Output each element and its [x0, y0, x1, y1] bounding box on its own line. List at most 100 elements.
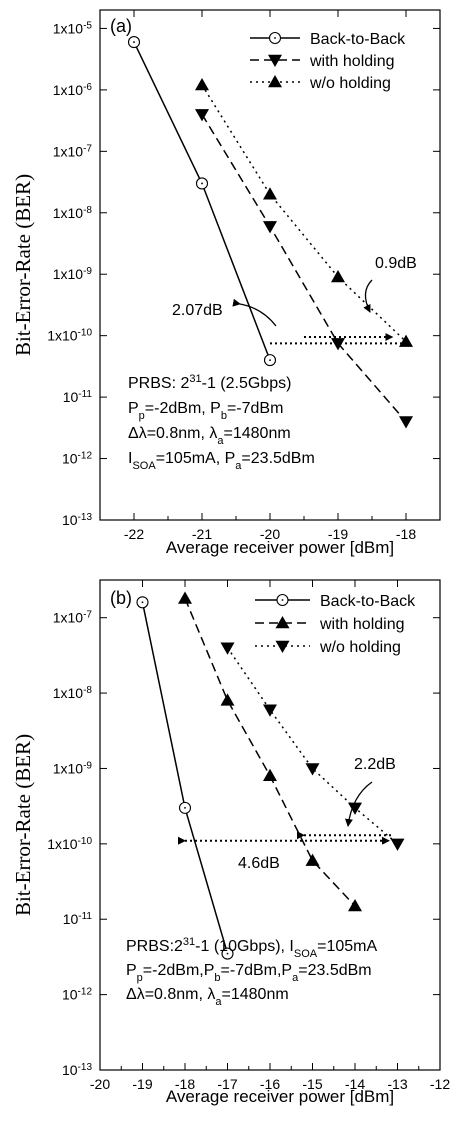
x-tick-label: -16	[260, 1076, 280, 1092]
data-point-with-holding	[220, 693, 235, 706]
data-point-back-to-back-dot	[141, 601, 144, 604]
info-text-line-part: SOA	[294, 948, 318, 960]
legend-label: with holding	[319, 616, 405, 633]
y-tick-label: 1x10-6	[53, 81, 93, 98]
x-tick-label: -18	[396, 526, 416, 542]
y-tick-base: 1x10	[53, 685, 84, 701]
data-point-back-to-back-dot	[184, 806, 186, 809]
annotation-label: 0.9dB	[375, 255, 417, 272]
y-tick-exp: -10	[78, 327, 93, 338]
y-tick-exp: -7	[83, 143, 92, 154]
info-text-line-part: p	[139, 410, 145, 422]
annotation-label: 2.2dB	[354, 756, 396, 773]
legend-label: w/o holding	[319, 639, 401, 656]
data-point-w-o-holding	[195, 78, 209, 91]
y-tick-base: 10	[63, 911, 79, 927]
info-text-line-part: a	[235, 460, 242, 472]
y-tick-label: 1x10-5	[53, 20, 93, 37]
info-text-line-part: =1480nm	[222, 986, 289, 1003]
y-tick-exp: -5	[83, 20, 92, 31]
legend-label: Back-to-Back	[320, 593, 416, 610]
info-text-line-part: =1480nm	[224, 425, 291, 442]
y-tick-base: 1x10	[53, 610, 84, 626]
data-point-with-holding	[178, 591, 192, 604]
data-point-with-holding	[263, 221, 277, 234]
info-text-line: Δλ=0.8nm, λa=1480nm	[126, 986, 289, 1008]
info-text-line-part: Δλ=0.8nm, λ	[126, 986, 215, 1003]
y-tick-base: 10	[62, 987, 78, 1003]
panel-label: (b)	[110, 588, 132, 608]
y-tick-label: 1x10-10	[47, 835, 92, 852]
data-point-w-o-holding	[390, 838, 405, 851]
info-text-line-part: a	[215, 996, 222, 1008]
y-tick-exp: -11	[78, 389, 92, 400]
annotation-label: 2.07dB	[172, 302, 223, 319]
x-tick-label: -18	[175, 1076, 195, 1092]
data-point-w-o-holding	[399, 334, 413, 347]
y-tick-base: 1x10	[53, 205, 84, 221]
series-line-back-to-back	[141, 602, 229, 954]
annotation-label: 4.6dB	[238, 855, 280, 872]
y-tick-base: 1x10	[53, 82, 84, 98]
y-tick-exp: -11	[78, 911, 92, 922]
info-text-line-part: P	[128, 400, 139, 417]
data-point-back-to-back-dot	[226, 952, 229, 955]
y-tick-base: 1x10	[53, 760, 84, 776]
legend-label: with holding	[309, 53, 395, 70]
info-text-line-part: =23.5dBm	[298, 962, 371, 979]
y-tick-label: 10-11	[63, 911, 93, 928]
y-tick-base: 10	[62, 1062, 78, 1078]
y-axis-label: Bit-Error-Rate (BER)	[11, 174, 35, 356]
info-text-line-part: Δλ=0.8nm, λ	[128, 425, 217, 442]
legend-marker	[268, 54, 282, 67]
y-tick-base: 1x10	[53, 20, 84, 36]
info-text-line: PRBS: 231-1 (2.5Gbps)	[128, 373, 291, 392]
y-tick-exp: -6	[83, 81, 92, 92]
series-line-w-o-holding	[201, 84, 407, 343]
x-tick-label: -12	[430, 1076, 450, 1092]
info-text-line-part: b	[221, 410, 227, 422]
data-point-with-holding	[263, 768, 277, 782]
y-tick-exp: -12	[78, 450, 93, 461]
legend-marker-dot	[274, 37, 276, 39]
panel-label: (a)	[110, 16, 132, 36]
callout-arrow-2-2db	[344, 781, 373, 827]
data-point-with-holding	[305, 853, 320, 866]
y-tick-base: 1x10	[53, 266, 84, 282]
y-tick-label: 10-12	[62, 450, 92, 467]
info-text-line-part: a	[217, 435, 224, 447]
y-tick-label: 1x10-8	[53, 204, 93, 221]
x-tick-label: -20	[90, 1076, 110, 1092]
x-tick-label: -19	[132, 1076, 152, 1092]
data-point-with-holding	[348, 898, 362, 912]
y-tick-label: 10-11	[63, 389, 93, 406]
x-tick-label: -21	[192, 526, 212, 542]
info-text-line-part: =105mA, P	[156, 450, 236, 467]
y-axis-label: Bit-Error-Rate (BER)	[11, 734, 35, 916]
info-text-line-part: -1 (2.5Gbps)	[202, 375, 292, 392]
data-point-with-holding	[399, 416, 413, 429]
info-text-line-part: p	[137, 972, 143, 984]
y-tick-exp: -13	[78, 1062, 93, 1073]
info-text-line-part: SOA	[132, 460, 156, 472]
legend-marker	[275, 640, 290, 653]
legend-marker	[268, 75, 282, 88]
y-tick-label: 1x10-8	[53, 685, 93, 702]
info-text-line: Pp=-2dBm, Pb=-7dBm	[128, 400, 283, 422]
y-tick-exp: -10	[78, 835, 93, 846]
info-text-line: PRBS:231-1 (10Gbps), ISOA=105mA	[126, 936, 377, 960]
legend-label: Back-to-Back	[310, 31, 406, 48]
y-tick-label: 1x10-9	[53, 760, 93, 777]
y-tick-label: 1x10-10	[47, 327, 92, 344]
panel-a: -22 -21 -20 -19 -181x10-51x10-61x10-71x10-81…	[11, 9, 441, 557]
info-text-line: Δλ=0.8nm, λa=1480nm	[128, 425, 291, 447]
data-point-back-to-back-dot	[269, 359, 271, 362]
callout-arrow-2-07db	[232, 298, 277, 327]
y-tick-exp: -7	[83, 609, 92, 620]
y-tick-label: 1x10-7	[53, 609, 93, 626]
x-axis-label: Average receiver power [dBm]	[166, 1087, 394, 1106]
data-point-with-holding	[331, 338, 345, 351]
y-tick-base: 1x10	[53, 143, 84, 159]
x-tick-label: -19	[328, 526, 348, 542]
